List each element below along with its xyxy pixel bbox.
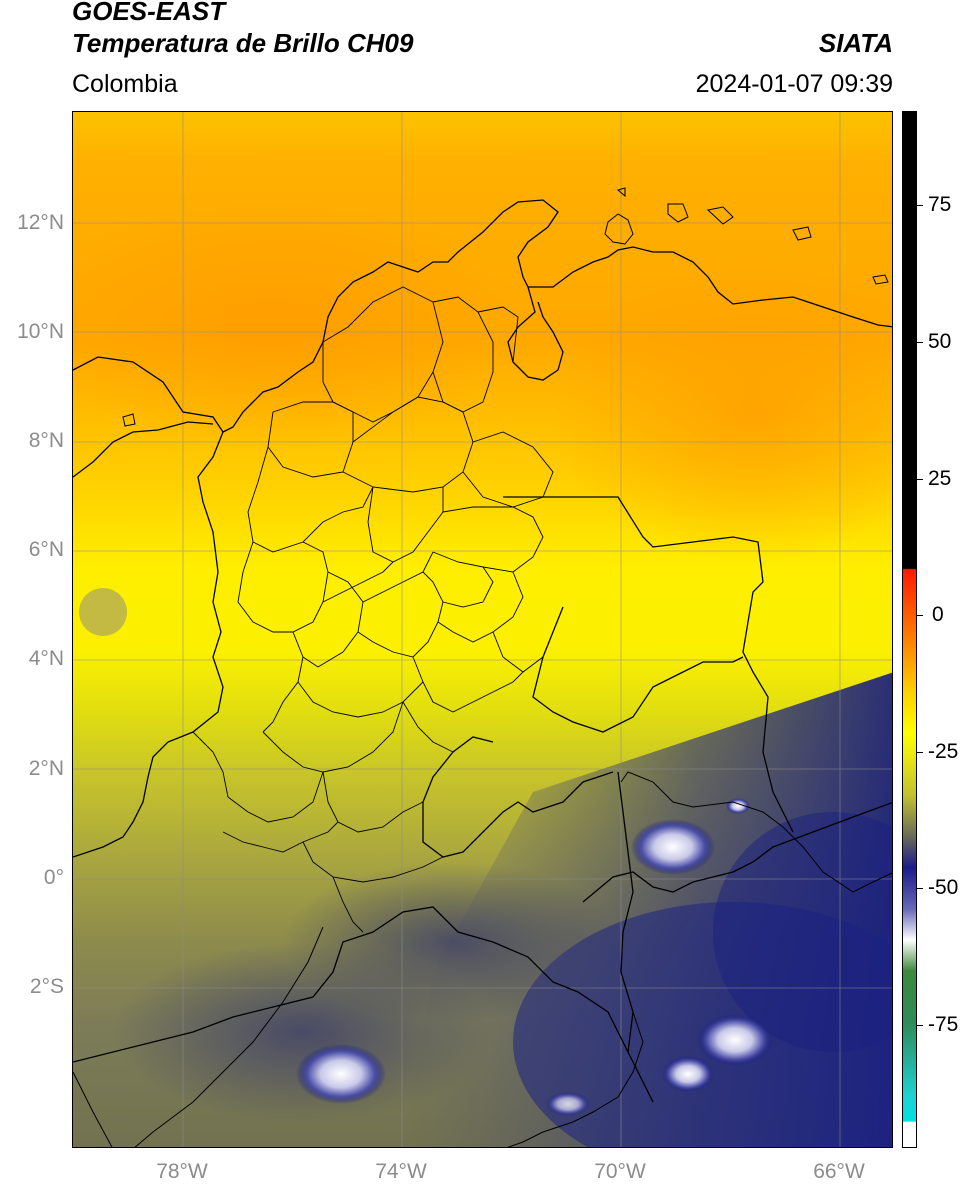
lat-label: 2°S [29,975,64,998]
lat-label: 0° [43,866,64,889]
lat-label: 2°N [28,757,64,780]
cloud-top [546,1092,590,1116]
satellite-map[interactable] [72,111,893,1148]
colorbar-gradient [903,112,916,1147]
cloud-top [631,819,715,875]
colorbar-tick-label: 0 [932,603,944,626]
lat-label: 10°N [17,320,64,343]
lat-label: 6°N [28,538,64,561]
lat-label: 12°N [17,211,64,234]
colorbar-tick-label: -50 [928,876,959,899]
lat-label: 8°N [28,429,64,452]
lon-label: 70°W [594,1160,646,1183]
lon-label: 78°W [156,1160,208,1183]
cloud-top [662,1056,714,1092]
cloud-top [697,1014,773,1066]
coastline-map-outline [73,199,892,1103]
colorbar-tick-label: -25 [928,740,959,763]
colorbar-tick-label: -75 [928,1013,959,1036]
lat-label: 4°N [28,647,64,670]
colorbar-tick-label: 25 [928,467,952,490]
satellite-title: GOES-EAST [72,0,226,26]
warm-zone [553,262,892,562]
islands [122,187,889,427]
colorbar-tick-label: 50 [928,330,952,353]
cloud-top [296,1044,386,1104]
lon-label: 74°W [375,1160,427,1183]
lon-label: 66°W [813,1160,865,1183]
product-title: Temperatura de Brillo CH09 [72,28,414,58]
cold-region [713,812,892,1052]
map-canvas [73,112,892,1147]
region-label: Colombia [72,70,178,98]
cool-region [113,942,493,1122]
brand-title: SIATA [818,28,893,58]
other-borders [73,771,892,1147]
colorbar-tick-label: 75 [928,193,952,216]
graticule [73,112,892,1147]
department-borders [192,286,554,933]
colorbar [902,111,917,1148]
cool-spot [79,588,127,636]
timestamp-label: 2024-01-07 09:39 [695,70,893,98]
